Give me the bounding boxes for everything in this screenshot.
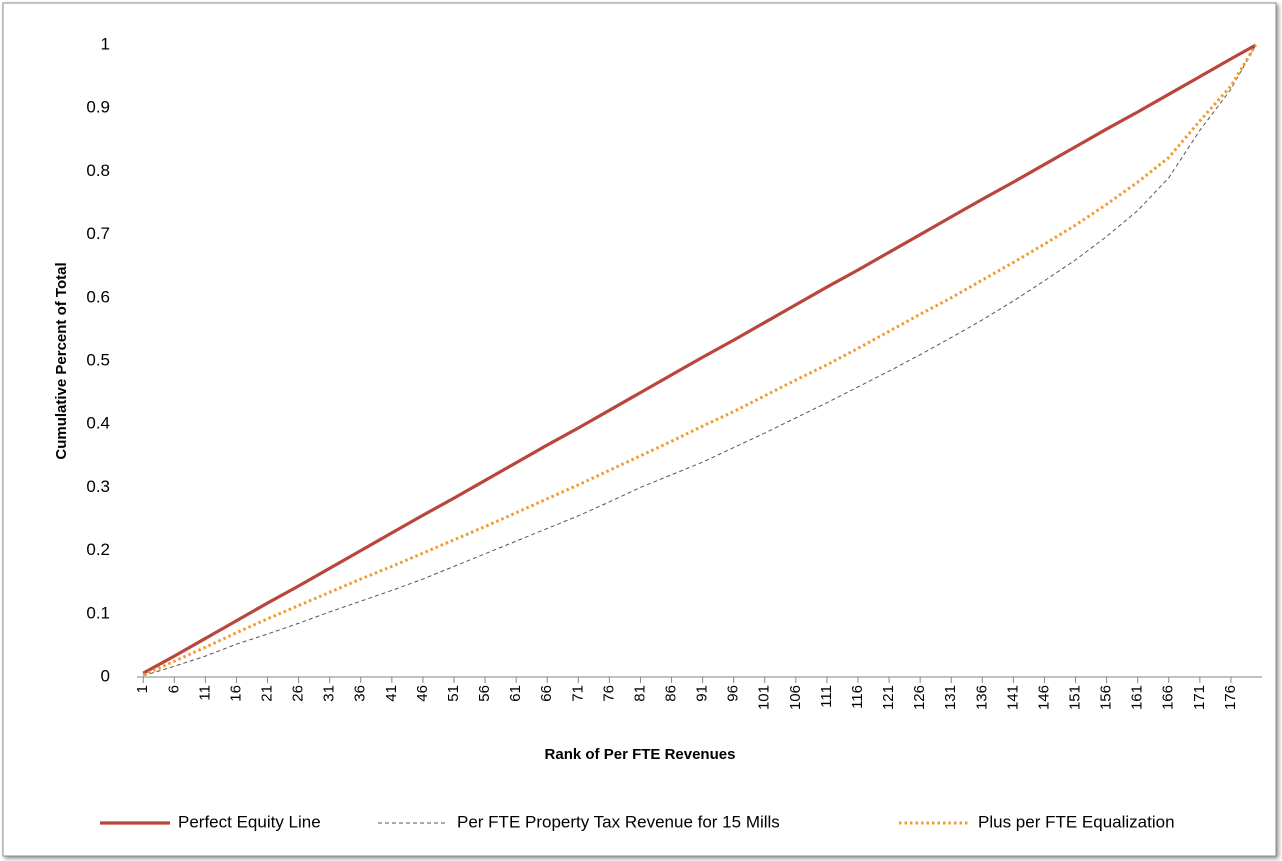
x-tick-label: 131 xyxy=(942,685,959,710)
y-tick-label: 0.8 xyxy=(86,161,110,180)
y-tick-label: 0.7 xyxy=(86,224,110,243)
y-tick-label: 0.9 xyxy=(86,98,110,117)
x-tick-label: 31 xyxy=(321,685,338,702)
x-tick-label: 26 xyxy=(290,685,307,702)
x-tick-label: 146 xyxy=(1035,685,1052,710)
x-tick-label: 166 xyxy=(1160,685,1177,710)
x-tick-label: 51 xyxy=(445,685,462,702)
x-tick-label: 41 xyxy=(383,685,400,702)
x-tick-label: 161 xyxy=(1129,685,1146,710)
x-tick-label: 176 xyxy=(1222,685,1239,710)
x-tick-label: 86 xyxy=(662,685,679,702)
x-tick-label: 141 xyxy=(1004,685,1021,710)
x-tick-label: 36 xyxy=(352,685,369,702)
y-axis-title: Cumulative Percent of Total xyxy=(53,262,70,459)
x-tick-label: 171 xyxy=(1191,685,1208,710)
x-tick-label: 21 xyxy=(258,685,275,702)
x-tick-label: 106 xyxy=(787,685,804,710)
y-tick-label: 1 xyxy=(101,34,110,53)
y-tick-label: 0.4 xyxy=(86,414,110,433)
x-tick-label: 76 xyxy=(600,685,617,702)
y-tick-label: 0 xyxy=(101,666,110,685)
legend-label: Plus per FTE Equalization xyxy=(978,812,1175,831)
legend-label: Perfect Equity Line xyxy=(178,812,321,831)
y-tick-label: 0.1 xyxy=(86,603,110,622)
x-tick-label: 156 xyxy=(1098,685,1115,710)
x-tick-label: 81 xyxy=(631,685,648,702)
legend-item: Plus per FTE Equalization xyxy=(899,812,1175,831)
legend-item: Perfect Equity Line xyxy=(100,812,321,831)
legend-label: Per FTE Property Tax Revenue for 15 Mill… xyxy=(457,812,780,831)
data-line xyxy=(142,44,1258,677)
y-tick-label: 0.2 xyxy=(86,540,110,559)
x-tick-label: 56 xyxy=(476,685,493,702)
x-tick-label: 46 xyxy=(414,685,431,702)
x-tick-label: 111 xyxy=(818,685,835,708)
data-line xyxy=(142,43,1257,675)
x-tick-label: 71 xyxy=(569,685,586,702)
y-tick-label: 0.6 xyxy=(86,287,110,306)
x-tick-label: 126 xyxy=(911,685,928,710)
y-tick-label: 0.5 xyxy=(86,350,110,369)
x-axis-title: Rank of Per FTE Revenues xyxy=(545,746,736,763)
x-tick-label: 96 xyxy=(725,685,742,702)
x-tick-label: 101 xyxy=(756,685,773,710)
x-tick-label: 121 xyxy=(880,685,897,710)
x-tick-label: 66 xyxy=(538,685,555,702)
x-tick-label: 61 xyxy=(507,685,524,702)
x-tick-label: 116 xyxy=(849,685,866,709)
x-tick-label: 16 xyxy=(227,685,244,702)
x-tick-label: 91 xyxy=(694,685,711,702)
y-tick-label: 0.3 xyxy=(86,477,110,496)
x-tick-label: 151 xyxy=(1067,685,1084,710)
x-tick-label: 1 xyxy=(134,685,151,693)
x-tick-label: 136 xyxy=(973,685,990,710)
x-tick-label: 6 xyxy=(165,685,182,693)
legend-item: Per FTE Property Tax Revenue for 15 Mill… xyxy=(378,812,780,831)
data-line xyxy=(143,44,1257,677)
x-tick-label: 11 xyxy=(196,685,213,701)
